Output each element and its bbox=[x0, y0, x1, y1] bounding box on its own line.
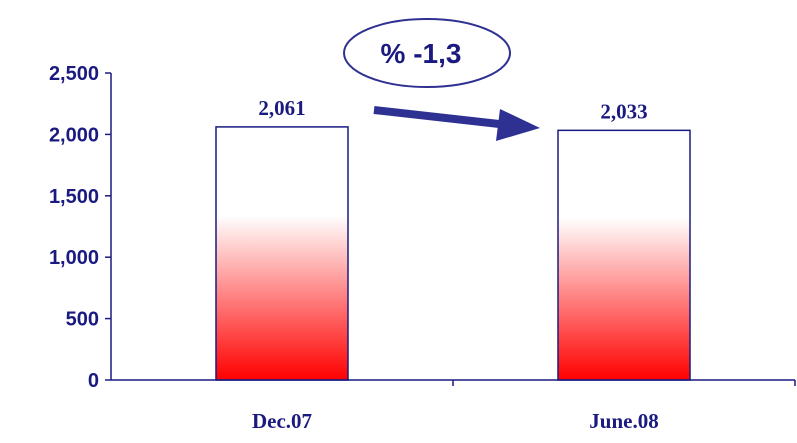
arrow-head bbox=[496, 109, 540, 141]
y-tick-label: 1,000 bbox=[49, 247, 99, 269]
y-tick-label: 0 bbox=[88, 370, 99, 392]
callout-ellipse bbox=[343, 18, 511, 88]
x-tick-label: June.08 bbox=[589, 409, 658, 433]
bar bbox=[557, 129, 691, 381]
x-tick-label: Dec.07 bbox=[252, 409, 312, 433]
bars-layer bbox=[215, 126, 691, 381]
labels-layer: 2,061 Dec.07 2,033 June.08 0 500 1,000 1,500 2,0… bbox=[49, 63, 659, 433]
y-tick-label: 2,000 bbox=[49, 124, 99, 146]
axes-layer bbox=[105, 72, 796, 386]
y-tick-label: 2,500 bbox=[49, 63, 99, 85]
callout-text: % -1,3 bbox=[381, 38, 462, 69]
y-tick-label: 1,500 bbox=[49, 186, 99, 208]
data-label: 2,033 bbox=[600, 99, 647, 123]
trend-arrow-icon bbox=[373, 106, 540, 141]
bar bbox=[215, 126, 349, 381]
y-tick-label: 500 bbox=[66, 309, 99, 331]
arrow-shaft bbox=[373, 106, 509, 129]
data-label: 2,061 bbox=[258, 96, 305, 120]
change-callout: % -1,3 bbox=[343, 18, 511, 88]
